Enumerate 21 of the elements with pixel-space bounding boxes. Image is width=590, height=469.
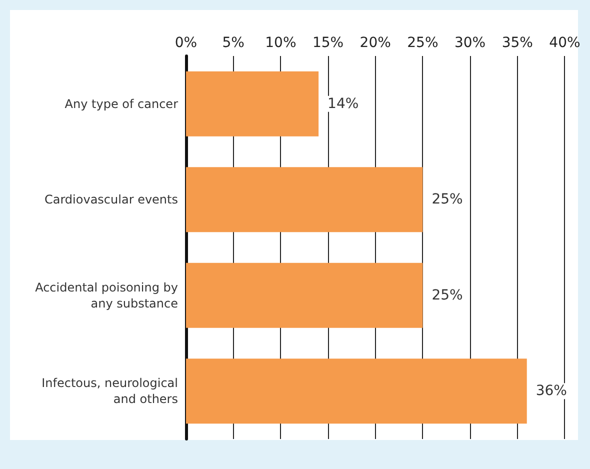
bar [186, 358, 527, 424]
x-tick-label: 40% [549, 35, 580, 51]
data-label: 14% [328, 96, 359, 112]
bar [186, 262, 423, 328]
x-tick-label: 20% [360, 35, 391, 51]
y-tick-label: Accidental poisoning by any substance [35, 280, 178, 310]
x-tick-label: 0% [174, 35, 198, 51]
y-tick-label: Infectous, neurological and others [42, 376, 178, 406]
x-tick-label: 30% [454, 35, 486, 51]
x-tick-label: 5% [222, 35, 244, 51]
x-tick-label: 25% [407, 35, 438, 51]
bar [186, 167, 423, 232]
data-label: 25% [432, 287, 463, 304]
x-tick-label: 15% [312, 35, 344, 51]
x-tick-label: 10% [265, 35, 296, 51]
bar [186, 71, 319, 136]
y-tick-label: Any type of cancer [64, 96, 178, 111]
x-tick-label: 35% [502, 35, 533, 51]
y-tick-label: Cardiovascular events [44, 192, 178, 207]
data-label: 36% [536, 383, 567, 400]
data-label: 25% [432, 192, 463, 208]
